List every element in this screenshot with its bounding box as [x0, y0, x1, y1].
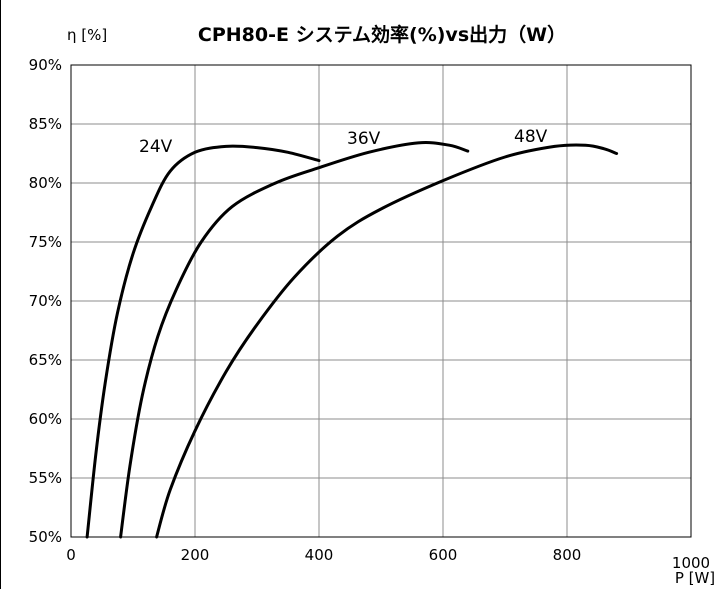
y-tick-label: 70%: [29, 292, 62, 310]
y-tick-label: 80%: [29, 174, 62, 192]
curves: [85, 141, 619, 539]
y-axis-label: η [%]: [67, 26, 107, 44]
y-tick-label: 50%: [29, 528, 62, 546]
x-tick-label: 600: [429, 546, 458, 564]
series-line-24V: [85, 144, 321, 539]
series-label-36V: 36V: [347, 129, 381, 149]
x-tick-label: 1000: [672, 554, 710, 572]
y-tick-label: 55%: [29, 469, 62, 487]
grid: [71, 65, 691, 537]
series-label-48V: 48V: [514, 127, 548, 147]
series-line-48V: [155, 143, 619, 539]
x-tick-label: 400: [305, 546, 334, 564]
x-tick-label: 200: [181, 546, 210, 564]
y-tick-label: 90%: [29, 56, 62, 74]
x-tick-label: 0: [66, 546, 76, 564]
y-tick-label: 60%: [29, 410, 62, 428]
y-tick-label: 75%: [29, 233, 62, 251]
chart-title: CPH80-E システム効率(%)vs出力（W）: [198, 23, 566, 46]
series-labels: 24V 36V 48V: [139, 127, 548, 157]
y-tick-label: 85%: [29, 115, 62, 133]
y-tick-label: 65%: [29, 351, 62, 369]
y-tick-labels: 50% 55% 60% 65% 70% 75% 80% 85% 90%: [29, 56, 62, 546]
plot-frame: [70, 64, 692, 538]
x-tick-labels: 0 200 400 600 800 1000: [66, 546, 710, 572]
x-tick-label: 800: [553, 546, 582, 564]
x-axis-label: P [W]: [675, 569, 715, 587]
series-line-36V: [119, 141, 470, 539]
series-label-24V: 24V: [139, 137, 173, 157]
